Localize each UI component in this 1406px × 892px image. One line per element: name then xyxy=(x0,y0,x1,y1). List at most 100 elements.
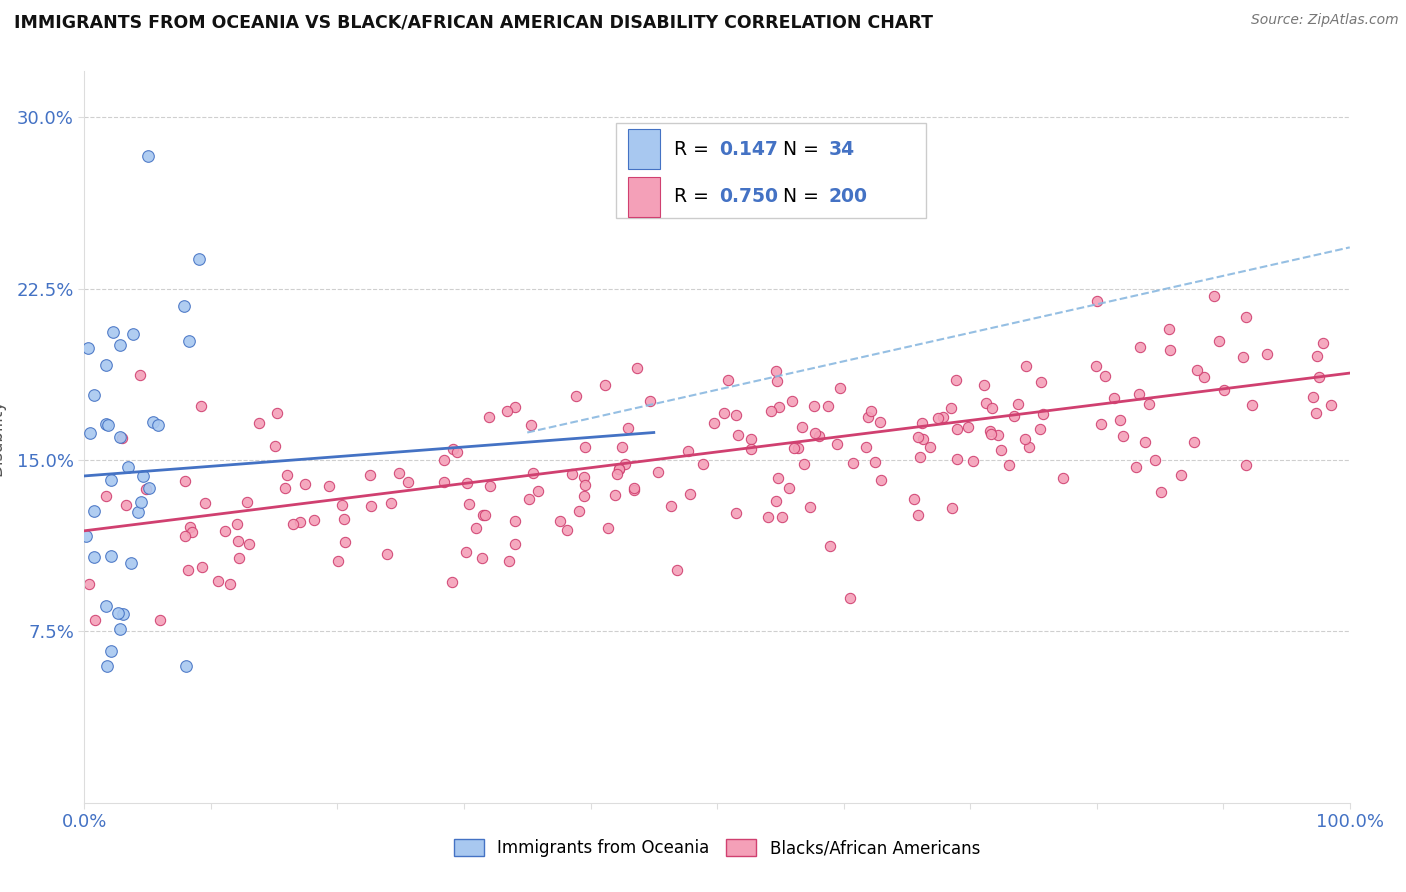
Point xyxy=(841,456,863,470)
Point xyxy=(474,508,496,523)
Point xyxy=(780,394,803,409)
Point xyxy=(617,421,640,435)
Point xyxy=(638,394,661,409)
Point xyxy=(1192,370,1215,384)
Point xyxy=(679,486,702,500)
Point xyxy=(188,252,211,267)
Text: N =: N = xyxy=(783,140,825,159)
Point xyxy=(548,514,571,528)
Point xyxy=(818,539,841,553)
Point xyxy=(173,299,195,313)
Point xyxy=(505,537,527,551)
Point xyxy=(146,417,169,432)
Point xyxy=(740,442,762,457)
Point xyxy=(607,462,630,476)
Point xyxy=(1102,391,1125,405)
Point xyxy=(804,425,827,440)
Point xyxy=(302,513,325,527)
Point xyxy=(441,442,464,457)
Point xyxy=(981,401,1004,415)
Point xyxy=(177,563,200,577)
Point xyxy=(1204,288,1226,302)
Point xyxy=(100,473,122,487)
Point xyxy=(1305,406,1327,420)
Point xyxy=(782,441,804,455)
Point xyxy=(1084,359,1107,374)
Point xyxy=(817,399,839,413)
Point xyxy=(1208,334,1230,349)
Point xyxy=(1133,435,1156,450)
Point xyxy=(1256,347,1278,361)
Point xyxy=(190,399,212,413)
Point xyxy=(666,563,689,577)
Point xyxy=(283,516,305,531)
Point xyxy=(477,409,499,424)
Point xyxy=(713,406,735,420)
Point xyxy=(1112,428,1135,442)
Point xyxy=(207,574,229,588)
Point xyxy=(84,613,107,627)
Point xyxy=(565,389,588,403)
Point xyxy=(766,471,789,485)
Point xyxy=(1232,350,1254,364)
Point xyxy=(174,474,197,488)
Point xyxy=(238,537,260,551)
Point xyxy=(503,400,526,414)
Text: N =: N = xyxy=(783,187,825,206)
Point xyxy=(471,508,494,522)
Point xyxy=(225,517,247,532)
Point xyxy=(446,445,468,459)
Point xyxy=(1236,310,1258,324)
Text: IMMIGRANTS FROM OCEANIA VS BLACK/AFRICAN AMERICAN DISABILITY CORRELATION CHART: IMMIGRANTS FROM OCEANIA VS BLACK/AFRICAN… xyxy=(14,13,934,31)
Point xyxy=(839,591,862,605)
Point xyxy=(388,466,411,480)
Point xyxy=(759,404,782,418)
Point xyxy=(527,484,550,499)
Point xyxy=(918,440,941,454)
Point xyxy=(865,455,887,469)
Point xyxy=(962,454,984,468)
Point xyxy=(931,409,953,424)
Point xyxy=(717,373,740,387)
Point xyxy=(1129,340,1152,354)
Point xyxy=(1015,359,1038,374)
Point xyxy=(1182,434,1205,449)
Point xyxy=(79,425,101,440)
Point xyxy=(396,475,419,490)
Point xyxy=(1094,369,1116,384)
Point xyxy=(946,452,969,467)
Point xyxy=(980,426,1002,441)
Point xyxy=(907,429,929,443)
Point xyxy=(765,494,787,508)
Point xyxy=(1150,484,1173,499)
Point xyxy=(235,494,257,508)
Point xyxy=(790,420,813,434)
Point xyxy=(1031,375,1053,389)
Point xyxy=(219,576,242,591)
Point xyxy=(908,450,931,465)
Point xyxy=(136,149,159,163)
Point xyxy=(121,326,143,341)
Point xyxy=(359,467,381,482)
Point xyxy=(561,467,583,481)
Point xyxy=(478,479,501,493)
Point xyxy=(1305,349,1327,363)
Point xyxy=(120,556,142,570)
Point xyxy=(574,440,596,454)
Point xyxy=(1090,417,1112,431)
Point xyxy=(945,373,967,387)
Point xyxy=(1108,413,1130,427)
Point xyxy=(927,411,949,425)
Point xyxy=(703,416,725,430)
Point xyxy=(214,524,236,538)
Point xyxy=(456,476,478,491)
Point xyxy=(724,506,747,520)
Point xyxy=(471,550,494,565)
Point xyxy=(247,416,270,430)
Point xyxy=(973,377,995,392)
Point xyxy=(142,415,165,429)
Point xyxy=(127,505,149,519)
Point xyxy=(96,658,118,673)
Point xyxy=(83,504,105,518)
Point xyxy=(768,400,790,414)
